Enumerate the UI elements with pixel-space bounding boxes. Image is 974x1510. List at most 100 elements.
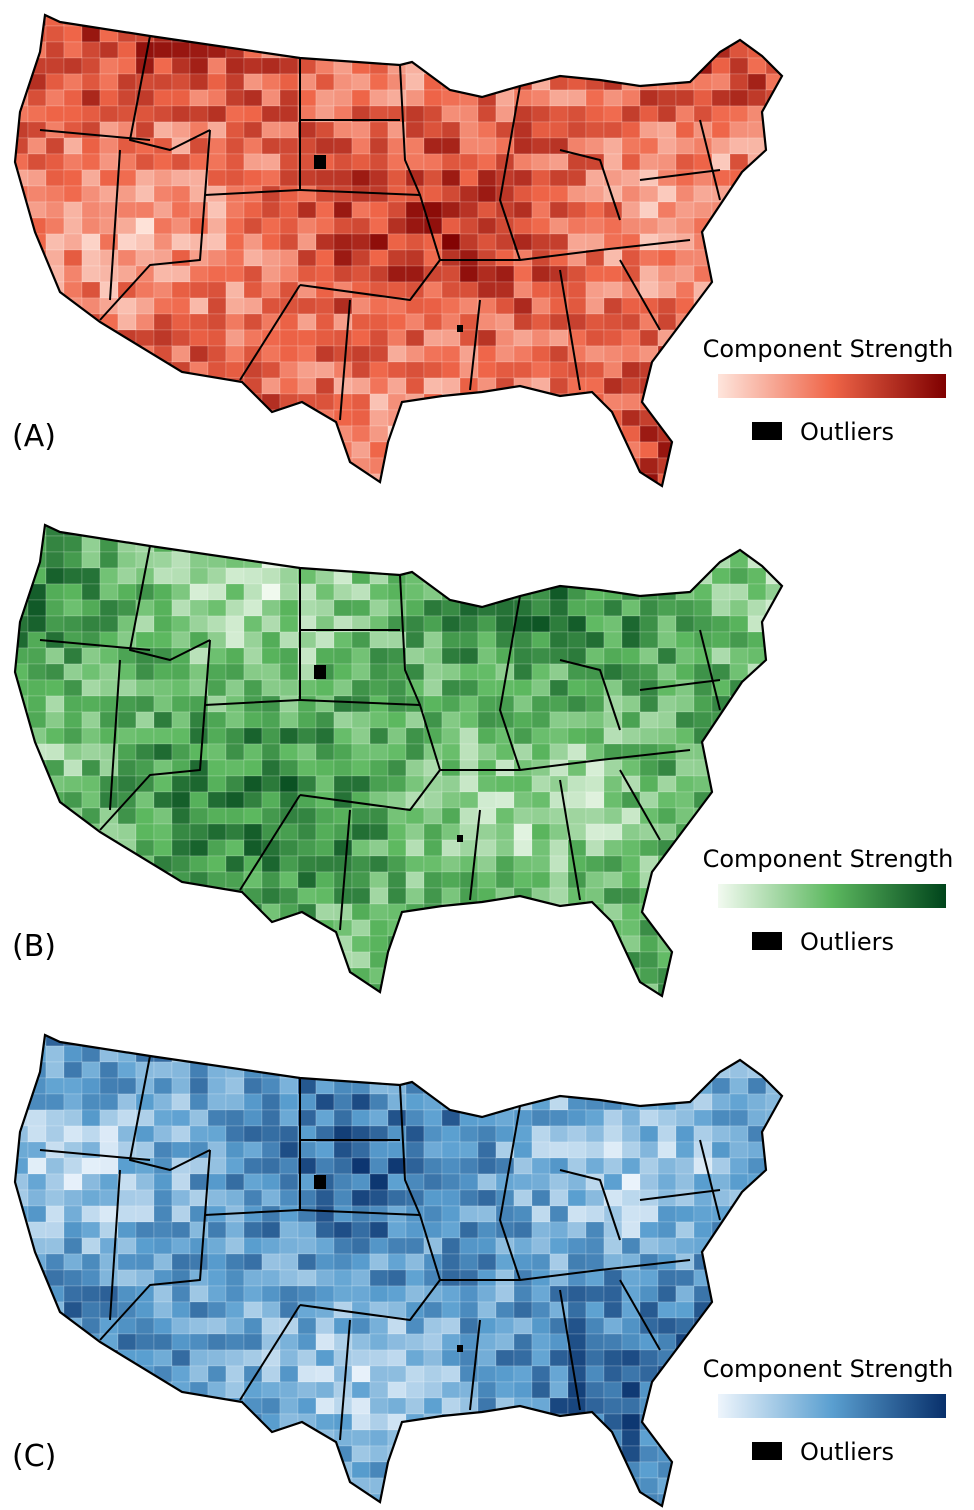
- county-cell: [477, 711, 497, 729]
- county-cell: [693, 137, 713, 155]
- county-cell: [243, 201, 263, 219]
- county-cell: [351, 1269, 371, 1287]
- county-cell: [207, 409, 227, 427]
- county-cell: [315, 599, 335, 617]
- county-cell: [153, 679, 173, 697]
- county-cell: [639, 855, 659, 873]
- county-cell: [459, 57, 479, 75]
- state-border: [339, 809, 351, 931]
- county-cell: [747, 89, 767, 107]
- county-cell: [603, 329, 623, 347]
- county-cell: [747, 441, 767, 459]
- county-cell: [207, 839, 227, 857]
- county-cell: [747, 1477, 767, 1495]
- county-cell: [675, 1141, 695, 1159]
- county-cell: [27, 281, 47, 299]
- county-cell: [225, 425, 245, 443]
- county-cell: [729, 1077, 749, 1095]
- county-cell: [441, 1397, 461, 1415]
- county-cell: [459, 1237, 479, 1255]
- county-cell: [513, 1493, 533, 1506]
- county-cell: [441, 473, 461, 486]
- county-cell: [63, 121, 83, 139]
- county-cell: [657, 663, 677, 681]
- county-cell: [567, 457, 587, 475]
- county-cell: [441, 855, 461, 873]
- county-cell: [495, 551, 515, 569]
- county-cell: [117, 1477, 137, 1495]
- county-cell: [351, 281, 371, 299]
- county-cell: [387, 727, 407, 745]
- county-cell: [441, 807, 461, 825]
- county-cell: [784, 968, 802, 984]
- county-cell: [711, 89, 731, 107]
- county-cell: [513, 361, 533, 379]
- county-cell: [63, 759, 83, 777]
- county-cell: [27, 1157, 47, 1175]
- county-cell: [405, 983, 425, 996]
- county-cell: [693, 1493, 713, 1506]
- county-cell: [621, 217, 641, 235]
- county-cell: [189, 1253, 209, 1271]
- county-cell: [513, 329, 533, 347]
- county-cell: [15, 983, 29, 996]
- county-cell: [171, 759, 191, 777]
- county-cell: [135, 457, 155, 475]
- county-cell: [99, 1301, 119, 1319]
- county-cell: [316, 1000, 334, 1016]
- county-cell: [765, 631, 782, 649]
- county-cell: [711, 473, 731, 486]
- county-cell: [495, 1461, 515, 1479]
- county-cell: [495, 249, 515, 267]
- county-cell: [477, 361, 497, 379]
- county-cell: [135, 1461, 155, 1479]
- county-cell: [207, 1301, 227, 1319]
- county-cell: [99, 567, 119, 585]
- county-cell: [441, 265, 461, 283]
- county-cell: [351, 1045, 371, 1063]
- county-cell: [81, 951, 101, 969]
- county-cell: [640, 1000, 658, 1016]
- county-cell: [225, 599, 245, 617]
- county-cell: [117, 855, 137, 873]
- county-cell: [387, 791, 407, 809]
- county-cell: [621, 473, 641, 486]
- county-cell: [621, 393, 641, 411]
- county-cell: [513, 473, 533, 486]
- county-cell: [711, 1317, 731, 1335]
- county-cell: [405, 935, 425, 953]
- county-cell: [225, 249, 245, 267]
- county-cell: [135, 983, 155, 996]
- county-cell: [567, 345, 587, 363]
- county-cell: [135, 775, 155, 793]
- county-cell: [621, 1173, 641, 1191]
- county-cell: [621, 525, 641, 537]
- county-cell: [99, 41, 119, 59]
- county-cell: [549, 775, 569, 793]
- county-cell: [280, 490, 298, 506]
- county-cell: [81, 1077, 101, 1095]
- county-cell: [27, 1477, 47, 1495]
- county-cell: [459, 297, 479, 315]
- county-cell: [531, 1301, 551, 1319]
- county-cell: [189, 1429, 209, 1447]
- county-cell: [117, 1381, 137, 1399]
- state-border: [559, 1169, 621, 1241]
- county-cell: [747, 153, 767, 171]
- county-cell: [135, 791, 155, 809]
- county-cell: [531, 1077, 551, 1095]
- county-cell: [693, 871, 713, 889]
- county-cell: [405, 743, 425, 761]
- county-cell: [585, 695, 605, 713]
- county-cell: [531, 137, 551, 155]
- county-cell: [531, 855, 551, 873]
- county-cell: [351, 695, 371, 713]
- county-cell: [279, 1477, 299, 1495]
- county-cell: [351, 1381, 371, 1399]
- county-cell: [333, 1413, 353, 1431]
- county-cell: [765, 297, 782, 315]
- county-cell: [45, 1397, 65, 1415]
- county-cell: [531, 1189, 551, 1207]
- county-cell: [153, 551, 173, 569]
- county-cell: [117, 1285, 137, 1303]
